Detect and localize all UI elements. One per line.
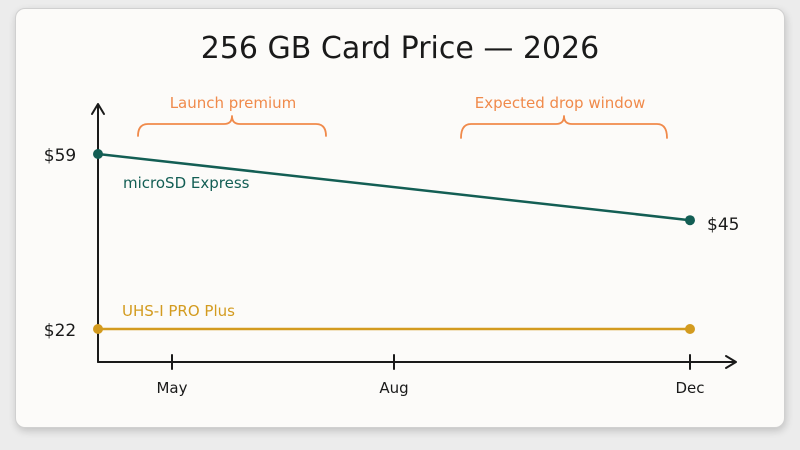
annotation-brace-launch-premium [137, 115, 327, 137]
value-label-pro-plus-start: $22 [44, 321, 76, 341]
value-label-express-end: $45 [707, 215, 739, 235]
series-1-point-1 [685, 324, 695, 334]
annotations-layer [137, 115, 668, 139]
axes-layer [91, 103, 737, 370]
x-axis-arrow [725, 355, 737, 369]
series-layer [93, 149, 695, 334]
x-tick-label-may: May [156, 379, 187, 397]
annotation-label-drop-window: Expected drop window [475, 94, 646, 112]
series-label-uhs-i-pro-plus: UHS-I PRO Plus [122, 302, 235, 320]
chart-card [15, 8, 785, 428]
annotation-label-launch-premium: Launch premium [170, 94, 297, 112]
labels-layer: May Aug Dec $59 $45 $22 microSD Express UHS-I P… [44, 94, 740, 397]
series-line-0 [96, 152, 692, 222]
x-tick-label-dec: Dec [675, 379, 704, 397]
chart-title: 256 GB Card Price — 2026 [201, 31, 599, 66]
value-label-express-start: $59 [44, 146, 76, 166]
series-1-point-0 [93, 324, 103, 334]
annotation-brace-drop-window [460, 115, 668, 139]
x-tick-label-aug: Aug [379, 379, 408, 397]
series-0-point-1 [685, 215, 695, 226]
series-0-point-0 [93, 149, 103, 159]
y-axis-arrow [91, 103, 105, 115]
series-label-microsd-express: microSD Express [123, 174, 250, 192]
